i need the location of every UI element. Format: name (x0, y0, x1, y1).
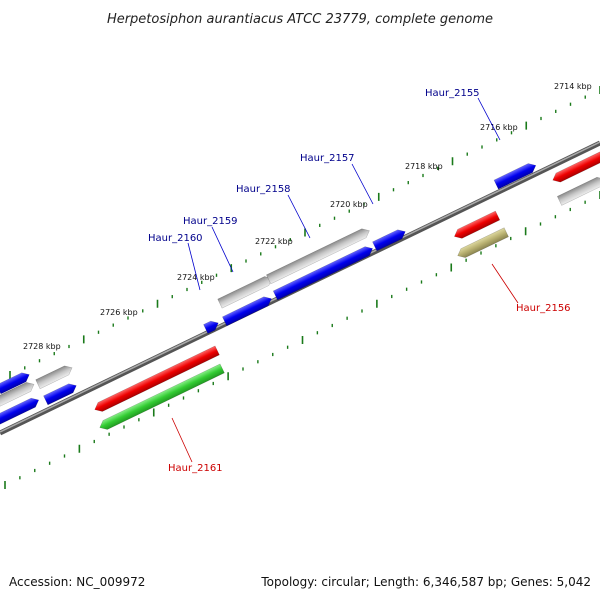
scale-label: 2726 kbp (100, 308, 138, 317)
leader-line (477, 97, 501, 141)
gene-arrow-shape (454, 210, 501, 239)
gene-label[interactable]: Haur_2158 (236, 184, 291, 195)
gene-arrow-shape (35, 365, 73, 390)
scale-label: 2724 kbp (177, 273, 215, 282)
gene-arrow-shape (0, 382, 35, 407)
forward-gene-glyph[interactable] (266, 226, 371, 285)
gene-arrow-shape (222, 296, 272, 327)
scale-label: 2714 kbp (554, 82, 592, 91)
forward-gene-glyph[interactable] (0, 380, 36, 407)
gene-label[interactable]: Haur_2159 (183, 216, 238, 227)
scale-label: 2718 kbp (405, 162, 443, 171)
gene-arrow-shape (493, 163, 537, 190)
leader-lines (171, 97, 519, 463)
forward-gene-glyph[interactable] (0, 395, 41, 425)
feature-track (0, 150, 600, 432)
gene-arrow-shape (43, 383, 77, 406)
forward-gene-glyph[interactable] (272, 244, 375, 301)
scale-ticks-lower (4, 191, 600, 489)
forward-gene-glyph[interactable] (372, 227, 408, 252)
forward-gene-glyph[interactable] (222, 294, 273, 327)
map-title: Herpetosiphon aurantiacus ATCC 23779, co… (107, 12, 493, 27)
accession-text: Accession: NC_009972 (9, 575, 145, 589)
gene-arrow-shape (94, 345, 220, 412)
reverse-gene-glyph[interactable] (456, 227, 509, 261)
gene-arrow-shape (372, 229, 406, 252)
reverse-gene-glyph[interactable] (93, 345, 220, 414)
forward-gene-glyph[interactable] (493, 161, 538, 190)
gene-label[interactable]: Haur_2160 (148, 233, 203, 244)
leader-line (171, 417, 193, 463)
gene-arrow-shape (272, 246, 373, 301)
gene-arrow-shape (552, 150, 600, 183)
forward-gene-glyph[interactable] (0, 370, 31, 395)
gene-arrow-shape (99, 363, 225, 430)
reverse-gene-glyph[interactable] (452, 210, 501, 241)
gene-arrow-shape (203, 320, 219, 334)
gene-label[interactable]: Haur_2156 (516, 303, 571, 314)
gene-label[interactable]: Haur_2155 (425, 88, 480, 99)
gene-arrow-shape (556, 176, 600, 206)
leader-line (491, 263, 519, 304)
scale-label: 2728 kbp (23, 342, 61, 351)
leader-line (287, 194, 311, 239)
scale-label: 2720 kbp (330, 200, 368, 209)
forward-gene-glyph[interactable] (556, 175, 600, 206)
scale-label: 2716 kbp (480, 123, 518, 132)
reverse-gene-glyph[interactable] (98, 363, 225, 432)
forward-gene-glyph[interactable] (35, 363, 75, 390)
scale-label: 2722 kbp (255, 237, 293, 246)
reverse-gene-glyph[interactable] (551, 150, 600, 184)
genome-summary-text: Topology: circular; Length: 6,346,587 bp… (260, 575, 591, 589)
gene-arrow-shape (457, 227, 509, 258)
gene-label[interactable]: Haur_2157 (300, 153, 355, 164)
forward-gene-glyph[interactable] (43, 381, 79, 406)
gene-arrow-shape (0, 372, 30, 395)
gene-arrow-shape (0, 397, 40, 425)
leader-line (211, 226, 234, 273)
forward-gene-glyph[interactable] (203, 318, 221, 334)
leader-line (187, 242, 201, 291)
gene-labels: Haur_2155 Haur_2157 Haur_2158 Haur_2159 … (148, 88, 571, 474)
gene-label[interactable]: Haur_2161 (168, 463, 223, 474)
gene-arrow-shape (266, 228, 370, 285)
leader-line (351, 163, 374, 205)
scale-labels: 2714 kbp 2716 kbp 2718 kbp 2720 kbp 2722… (23, 82, 592, 351)
